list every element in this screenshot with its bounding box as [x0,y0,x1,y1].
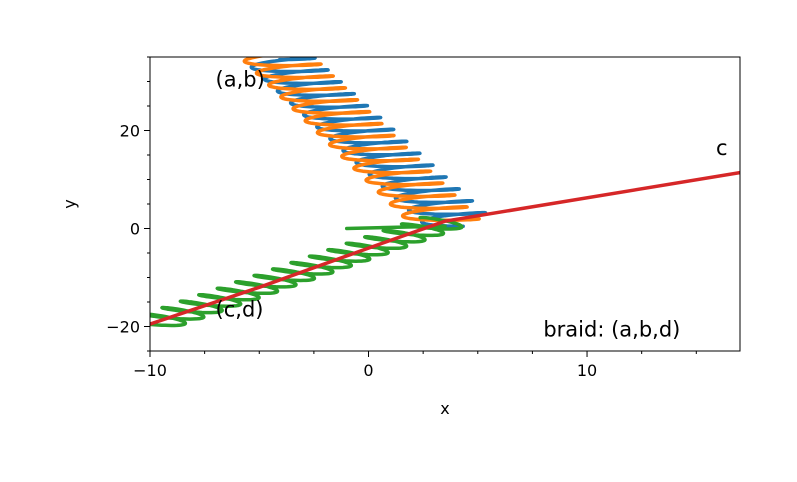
x-tick-label: −10 [133,361,167,380]
y-tick-label: 20 [120,122,140,141]
x-tick-label: 0 [363,361,373,380]
tick-layer: −10 0 10 −20 0 20 [106,56,697,380]
series-line-2 [150,215,464,328]
y-tick-label: −20 [106,318,140,337]
annotation-label: (a,b) [216,67,265,91]
series-line-4 [150,170,740,326]
series-line-1 [242,57,481,223]
y-axis-label: y [60,199,79,208]
annotation-label: c [716,136,728,160]
x-tick-label: 10 [577,361,597,380]
annotation-layer: (a,b) c (c,d) braid: (a,b,d) [216,67,728,341]
y-tick-label: 0 [130,220,140,239]
annotation-label: braid: (a,b,d) [543,317,680,341]
annotation-label: (c,d) [216,298,264,322]
series-line-0 [249,57,488,228]
x-axis-label: x [440,399,449,418]
series-layer [150,57,740,328]
